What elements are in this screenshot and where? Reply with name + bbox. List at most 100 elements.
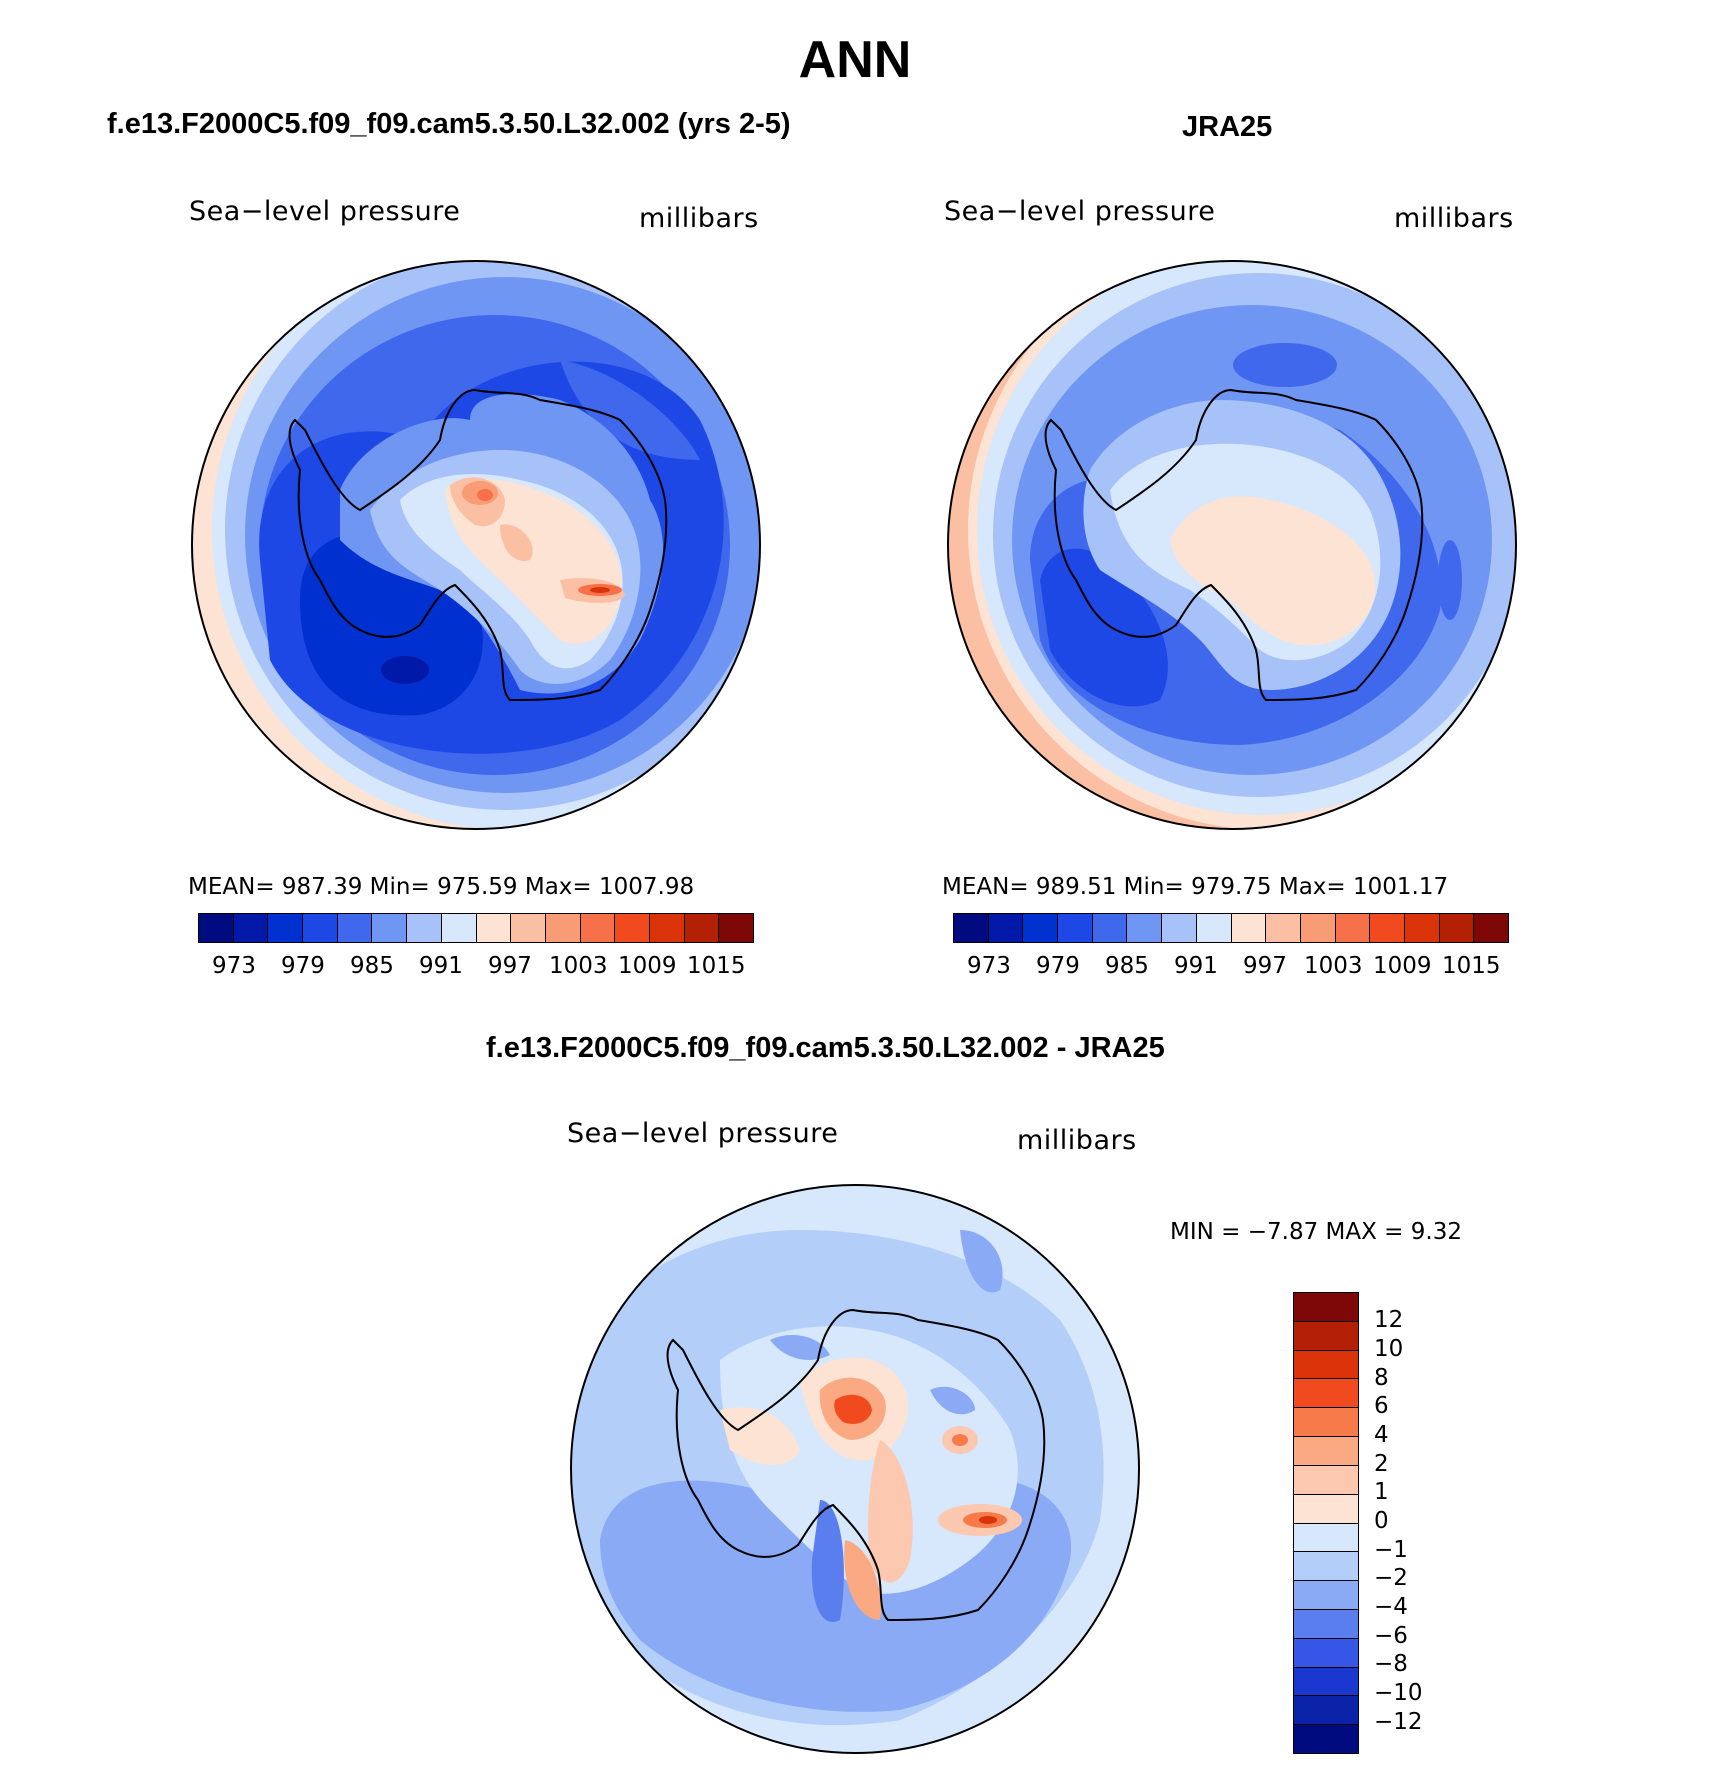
diff-cbar-label: 12 (1374, 1307, 1404, 1333)
colorbar-swatch (1294, 1608, 1358, 1638)
panel-2-colorbar-labels: 973 979 985 991 997 1003 1009 1015 (933, 953, 1523, 981)
diff-colorbar (1293, 1292, 1359, 1754)
panel-1-units-label: millibars (639, 203, 759, 234)
colorbar-swatch (406, 914, 441, 942)
colorbar-swatch (1126, 914, 1162, 942)
diff-cbar-label: −1 (1374, 1537, 1408, 1563)
diff-colorbar-labels: 12 10 8 6 4 2 1 0 −1 −2 −4 −6 −8 −10 −12 (1374, 1292, 1454, 1752)
panel-1-coastline (288, 388, 668, 702)
panel-2-coastline (1044, 388, 1424, 702)
colorbar-swatch (579, 914, 615, 942)
colorbar-swatch (1294, 1464, 1358, 1494)
colorbar-swatch (1403, 914, 1439, 942)
colorbar-swatch (718, 914, 753, 942)
panel-2-cbar-label: 1009 (1373, 953, 1432, 979)
colorbar-swatch (1299, 914, 1335, 942)
colorbar-swatch (302, 914, 337, 942)
colorbar-swatch (336, 914, 372, 942)
panel-2-cbar-label: 997 (1243, 953, 1287, 979)
colorbar-swatch (1294, 1293, 1358, 1321)
colorbar-swatch (232, 914, 268, 942)
diff-cbar-label: 10 (1374, 1336, 1404, 1362)
colorbar-swatch (1369, 914, 1404, 942)
colorbar-swatch (1057, 914, 1092, 942)
colorbar-swatch (954, 914, 988, 942)
diff-cbar-label: −10 (1374, 1680, 1423, 1706)
panel-2-cbar-label: 979 (1036, 953, 1080, 979)
panel-1-cbar-label: 979 (281, 953, 325, 979)
panel-1-cbar-label: 997 (488, 953, 532, 979)
diff-cbar-label: 1 (1374, 1479, 1389, 1505)
panel-1-stats: MEAN= 987.39 Min= 975.59 Max= 1007.98 (188, 874, 695, 900)
panel-2-cbar-label: 985 (1105, 953, 1149, 979)
diff-contours (571, 1185, 1139, 1753)
panel-1-colorbar (198, 913, 754, 943)
diff-cbar-label: 6 (1374, 1393, 1389, 1419)
panel-1-title: f.e13.F2000C5.f09_f09.cam5.3.50.L32.002 … (107, 108, 791, 140)
diff-cbar-label: 0 (1374, 1508, 1389, 1534)
panel-1-cbar-label: 1003 (549, 953, 608, 979)
panel-1-cbar-label: 991 (419, 953, 463, 979)
panel-2-cbar-label: 1015 (1442, 953, 1501, 979)
colorbar-swatch (1294, 1378, 1358, 1408)
colorbar-swatch (614, 914, 649, 942)
colorbar-swatch (683, 914, 719, 942)
diff-cbar-label: 8 (1374, 1365, 1389, 1391)
panel-1-colorbar-labels: 973 979 985 991 997 1003 1009 1015 (178, 953, 768, 981)
panel-2-field-label: Sea−level pressure (944, 196, 1216, 227)
colorbar-swatch (1230, 914, 1266, 942)
colorbar-swatch (1294, 1724, 1358, 1753)
colorbar-swatch (1294, 1551, 1358, 1581)
panel-1-cbar-label: 1009 (618, 953, 677, 979)
panel-2-colorbar (953, 913, 1509, 943)
colorbar-swatch (1294, 1695, 1358, 1725)
colorbar-swatch (1438, 914, 1474, 942)
colorbar-swatch (510, 914, 545, 942)
colorbar-swatch (267, 914, 303, 942)
diff-coastline (666, 1308, 1046, 1622)
diff-cbar-label: −6 (1374, 1623, 1408, 1649)
panel-1-cbar-label: 973 (212, 953, 256, 979)
diff-field-label: Sea−level pressure (567, 1118, 839, 1149)
figure-title: ANN (798, 31, 912, 89)
colorbar-swatch (1294, 1637, 1358, 1667)
colorbar-swatch (1294, 1349, 1358, 1379)
colorbar-swatch (987, 914, 1023, 942)
panel-1-contours (192, 261, 760, 829)
diff-cbar-label: −2 (1374, 1565, 1408, 1591)
diff-cbar-label: 4 (1374, 1422, 1389, 1448)
colorbar-swatch (1265, 914, 1300, 942)
colorbar-swatch (1161, 914, 1196, 942)
colorbar-swatch (1294, 1522, 1358, 1552)
colorbar-swatch (1091, 914, 1127, 942)
panel-2-stats: MEAN= 989.51 Min= 979.75 Max= 1001.17 (942, 874, 1449, 900)
panel-2-cbar-label: 991 (1174, 953, 1218, 979)
panel-1-cbar-label: 985 (350, 953, 394, 979)
colorbar-swatch (371, 914, 407, 942)
panel-2-title: JRA25 (1182, 111, 1273, 143)
colorbar-swatch (1334, 914, 1370, 942)
colorbar-swatch (199, 914, 233, 942)
colorbar-swatch (544, 914, 580, 942)
diff-units-label: millibars (1017, 1125, 1137, 1156)
panel-1-cbar-label: 1015 (687, 953, 746, 979)
diff-cbar-label: −12 (1374, 1709, 1423, 1735)
colorbar-swatch (1294, 1666, 1358, 1696)
colorbar-swatch (1022, 914, 1058, 942)
colorbar-swatch (1294, 1320, 1358, 1350)
colorbar-swatch (648, 914, 684, 942)
colorbar-swatch (1294, 1407, 1358, 1437)
panel-2-cbar-label: 1003 (1304, 953, 1363, 979)
panel-2-cbar-label: 973 (967, 953, 1011, 979)
diff-title: f.e13.F2000C5.f09_f09.cam5.3.50.L32.002 … (486, 1032, 1165, 1064)
panel-2-units-label: millibars (1394, 203, 1514, 234)
diff-cbar-label: 2 (1374, 1451, 1389, 1477)
diff-cbar-label: −8 (1374, 1651, 1408, 1677)
colorbar-swatch (1294, 1580, 1358, 1609)
colorbar-swatch (1473, 914, 1508, 942)
colorbar-swatch (440, 914, 476, 942)
colorbar-swatch (1294, 1436, 1358, 1465)
colorbar-swatch (1195, 914, 1231, 942)
diff-stats: MIN = −7.87 MAX = 9.32 (1170, 1219, 1462, 1245)
